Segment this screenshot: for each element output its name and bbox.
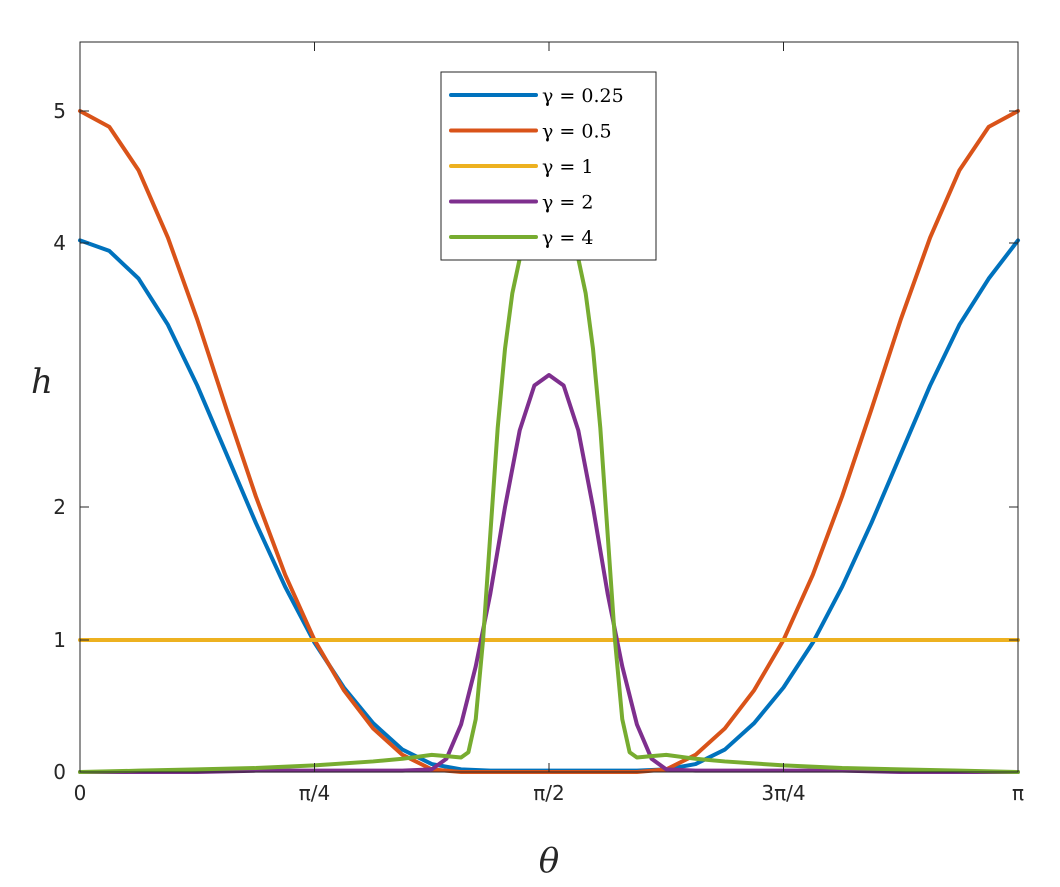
x-axis-label: θ	[539, 841, 559, 881]
y-tick-label: 1	[53, 628, 66, 652]
y-axis-ticks: 0 1 2 4 5	[53, 99, 1018, 784]
x-tick-label: 0	[74, 781, 87, 805]
legend-label-2: γ = 1	[542, 156, 593, 178]
x-tick-label: π/4	[299, 781, 331, 805]
legend-label-0: γ = 0.25	[542, 85, 624, 107]
y-tick-label: 5	[53, 99, 66, 123]
series-line-3	[78, 373, 1020, 774]
x-axis-ticks: 0 π/4 π/2 3π/4 π	[74, 42, 1024, 805]
x-tick-label: π/2	[533, 781, 565, 805]
x-tick-label: 3π/4	[761, 781, 805, 805]
legend: γ = 0.25 γ = 0.5 γ = 1 γ = 2 γ = 4	[440, 71, 657, 261]
y-tick-label: 0	[53, 760, 66, 784]
legend-label-1: γ = 0.5	[542, 121, 612, 143]
legend-label-4: γ = 4	[542, 227, 593, 249]
y-tick-label: 2	[53, 495, 66, 519]
y-tick-label: 4	[53, 231, 66, 255]
y-axis-label: h	[31, 362, 53, 402]
x-tick-label: π	[1012, 781, 1024, 805]
legend-label-3: γ = 2	[542, 192, 593, 214]
